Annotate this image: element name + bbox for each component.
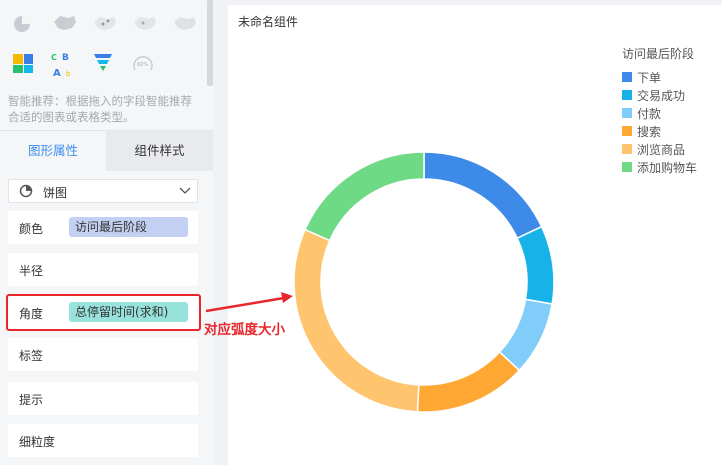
chart-type-value: 饼图 [43,186,68,200]
pie-chart-icon[interactable] [14,16,30,32]
word-cloud-icon[interactable]: C B A b [51,53,71,79]
angle-row[interactable]: 角度 总停留时间(求和) [8,296,198,329]
legend: 访问最后阶段 下单交易成功付款搜索浏览商品添加购物车 [622,45,697,176]
tab-graphic-properties[interactable]: 图形属性 [0,131,106,171]
donut-chart [293,151,555,413]
tab-component-style[interactable]: 组件样式 [106,131,213,171]
radius-row[interactable]: 半径 [8,253,198,286]
color-row[interactable]: 颜色 访问最后阶段 [8,211,198,244]
smart-recommend-hint: 智能推荐：根据拖入的字段智能推荐合适的图表或表格类型。 [8,94,192,124]
donut-slice-1[interactable] [516,225,555,305]
legend-label: 下单 [637,70,662,85]
legend-label: 添加购物车 [637,160,698,175]
legend-item[interactable]: 浏览商品 [622,140,697,158]
scrollbar[interactable] [207,0,213,86]
color-field-pill[interactable]: 访问最后阶段 [69,217,188,237]
tooltip-row[interactable]: 提示 [8,382,198,415]
donut-slice-3[interactable] [416,350,521,413]
chart-card: 未命名组件 访问最后阶段 下单交易成功付款搜索浏览商品添加购物车 [228,5,722,465]
china-map-icon[interactable] [54,16,76,30]
legend-swatch [622,72,632,82]
label-row[interactable]: 标签 [8,338,198,371]
legend-swatch [622,162,632,172]
legend-item[interactable]: 添加购物车 [622,158,697,176]
legend-title: 访问最后阶段 [622,47,695,61]
chart-type-icons: C B A b 60% [13,16,196,79]
svg-text:A: A [53,68,61,79]
legend-swatch [622,90,632,100]
legend-label: 付款 [637,106,662,121]
angle-field-pill[interactable]: 总停留时间(求和) [69,302,188,322]
gauge-icon[interactable]: 60% [133,56,153,71]
svg-text:B: B [62,53,69,63]
donut-slice-4[interactable] [293,228,420,413]
pie-chart-icon [19,184,33,198]
chevron-down-icon [179,187,191,194]
legend-item[interactable]: 搜索 [622,122,697,140]
legend-item[interactable]: 下单 [622,68,697,86]
donut-slice-0[interactable] [423,151,543,240]
legend-swatch [622,108,632,118]
donut-slice-5[interactable] [304,151,425,242]
annotation-text: 对应弧度大小 [204,322,285,338]
legend-swatch [622,126,632,136]
divider [0,130,213,131]
granularity-row[interactable]: 细粒度 [8,424,198,457]
legend-label: 搜索 [637,124,662,139]
svg-text:60%: 60% [137,62,148,68]
legend-label: 交易成功 [637,88,686,103]
chart-type-select[interactable]: 饼图 [8,179,198,203]
svg-text:b: b [66,70,71,78]
treemap-icon[interactable] [13,54,33,73]
china-scatter-map-icon[interactable] [94,17,116,30]
legend-item[interactable]: 交易成功 [622,86,697,104]
china-flow-map-icon[interactable] [134,17,156,30]
legend-item[interactable]: 付款 [622,104,697,122]
funnel-icon[interactable] [94,54,112,71]
legend-swatch [622,144,632,154]
left-panel: C B A b 60% 智能推荐：根据拖入的字段智能推荐合适的图表或表格类型。 … [0,0,213,465]
highlight-box [6,294,201,331]
card-title: 未命名组件 [238,15,299,29]
svg-text:C: C [51,53,57,62]
china-heat-map-icon[interactable] [174,17,196,30]
legend-label: 浏览商品 [637,142,686,157]
